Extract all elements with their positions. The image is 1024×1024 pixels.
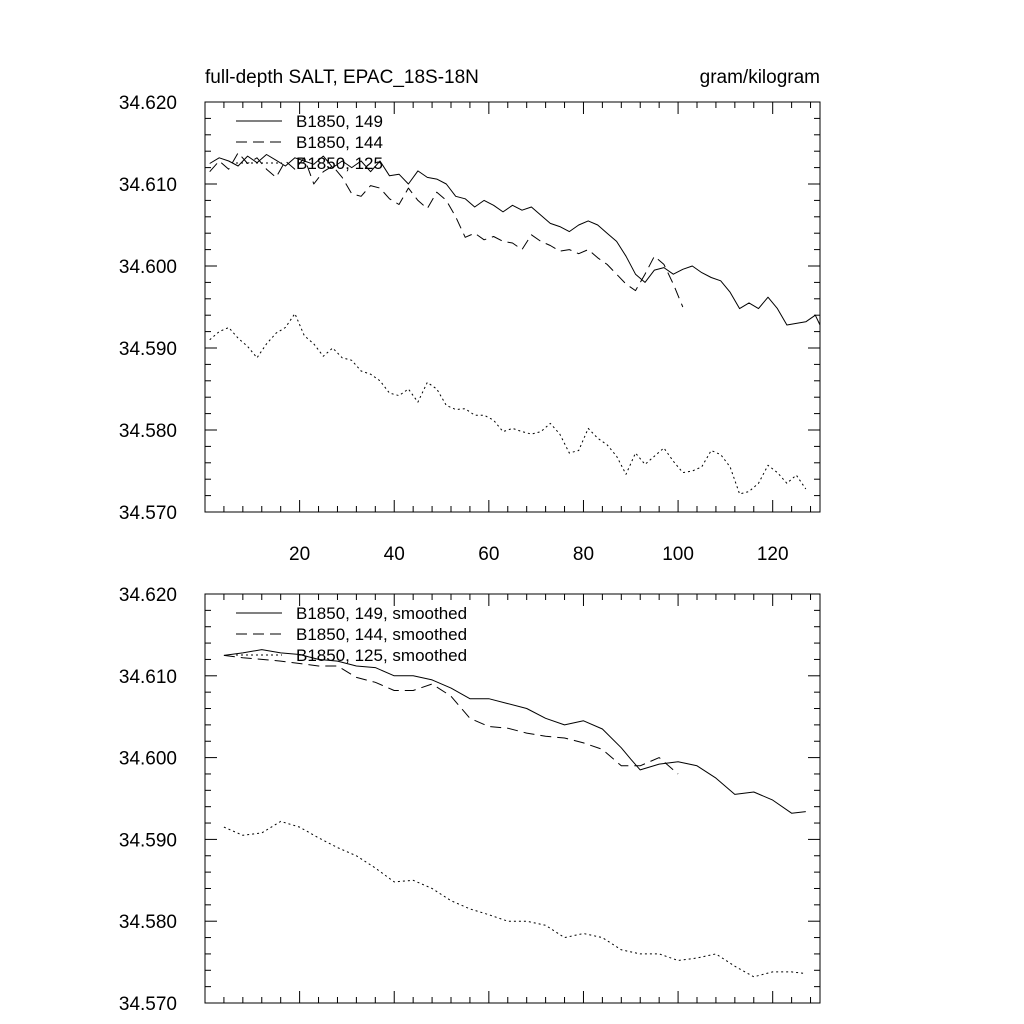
- series-line-2: [223, 654, 679, 775]
- y-tick-label: 34.580: [119, 421, 177, 442]
- y-tick-label: 34.600: [119, 257, 177, 278]
- y-tick-label: 34.580: [119, 912, 177, 933]
- bottom-panel: 34.570 34.580 34.590 34.600 34.610 34.620 B185…: [119, 585, 821, 1015]
- chart-title: full-depth SALT, EPAC_18S-18N: [205, 67, 479, 88]
- legend-label-2: B1850, 144, smoothed: [296, 625, 467, 644]
- y-tick-label: 34.590: [119, 339, 177, 360]
- y-tick-label: 34.570: [119, 994, 177, 1015]
- legend-label-3: B1850, 125: [296, 154, 383, 173]
- x-tick-label: 80: [573, 544, 594, 565]
- top-panel: 20 40 60 80 100 120 34.570 34.580 34.590 34.600 34…: [119, 93, 821, 565]
- y-tick-label: 34.620: [119, 93, 177, 114]
- series-line-1: [223, 649, 806, 814]
- series-line-3: [209, 313, 807, 495]
- x-tick-label: 60: [478, 544, 499, 565]
- y-tick-label: 34.570: [119, 503, 177, 524]
- plot-frame: [204, 101, 821, 513]
- y-tick-label: 34.610: [119, 667, 177, 688]
- plot-frame: [204, 593, 821, 1004]
- x-tick-label: 40: [384, 544, 405, 565]
- y-tick-label: 34.620: [119, 585, 177, 606]
- legend-label-3: B1850, 125, smoothed: [296, 646, 467, 665]
- y-tick-label: 34.600: [119, 749, 177, 770]
- x-tick-label: 120: [757, 544, 789, 565]
- legend-label-1: B1850, 149: [296, 112, 383, 131]
- series-line-3: [223, 820, 806, 978]
- legend-label-1: B1850, 149, smoothed: [296, 604, 467, 623]
- y-tick-label: 34.610: [119, 175, 177, 196]
- units-label: gram/kilogram: [700, 67, 820, 88]
- series-line-2: [209, 152, 684, 308]
- y-tick-label: 34.590: [119, 830, 177, 851]
- series-line-1: [209, 154, 821, 326]
- legend-label-2: B1850, 144: [296, 133, 383, 152]
- x-tick-label: 20: [289, 544, 310, 565]
- x-tick-label: 100: [662, 544, 694, 565]
